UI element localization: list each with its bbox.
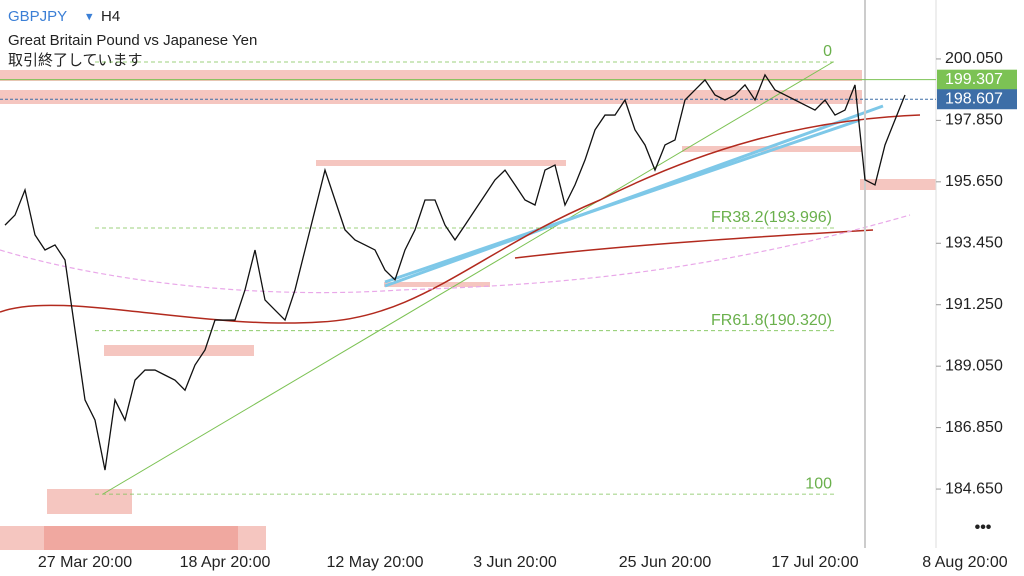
fib-label: 100 <box>805 475 832 492</box>
zone <box>47 489 132 514</box>
zone <box>0 90 862 104</box>
y-tick-label: 193.450 <box>945 234 1003 251</box>
price-label: 199.307 <box>945 71 1003 88</box>
x-tick-label: 8 Aug 20:00 <box>922 554 1008 571</box>
x-tick-label: 17 Jul 20:00 <box>771 554 858 571</box>
price-line-series <box>4 73 906 471</box>
fib-label: FR61.8(190.320) <box>711 312 832 329</box>
x-tick-label: 12 May 20:00 <box>327 554 424 571</box>
price-label-box <box>937 69 1017 90</box>
dropdown[interactable]: ▾ <box>86 8 93 23</box>
price-label: 198.607 <box>945 90 1003 107</box>
x-tick-label: 25 Jun 20:00 <box>619 554 712 571</box>
moving-average <box>0 214 911 294</box>
zone <box>384 282 490 287</box>
y-tick-label: 191.250 <box>945 296 1003 313</box>
zone <box>104 345 254 356</box>
y-tick-label: 200.050 <box>945 50 1003 67</box>
fib-label: FR38.2(193.996) <box>711 209 832 226</box>
y-tick-label: 197.850 <box>945 112 1003 129</box>
zone <box>860 179 936 190</box>
moving-average <box>0 114 921 324</box>
x-tick-label: 27 Mar 20:00 <box>38 554 132 571</box>
fib-trendline <box>102 61 834 495</box>
x-tick-label: 3 Jun 20:00 <box>473 554 557 571</box>
price-label-box <box>937 89 1017 110</box>
zone <box>44 526 238 550</box>
timeframe[interactable]: H4 <box>101 8 120 25</box>
y-tick-label: 184.650 <box>945 480 1003 497</box>
y-tick-label: 186.850 <box>945 419 1003 436</box>
y-tick-label: 195.650 <box>945 173 1003 190</box>
menu[interactable]: ••• <box>975 519 992 536</box>
trendline <box>384 118 861 284</box>
symbol[interactable]: GBPJPY <box>8 8 67 25</box>
y-tick-label: 189.050 <box>945 357 1003 374</box>
x-tick-label: 18 Apr 20:00 <box>180 554 271 571</box>
description: Great Britain Pound vs Japanese Yen <box>8 32 257 49</box>
status: 取引終了しています <box>8 52 143 69</box>
fib-label: 0 <box>823 43 832 60</box>
zone <box>0 70 862 81</box>
moving-average <box>514 229 874 259</box>
zone <box>316 160 566 166</box>
